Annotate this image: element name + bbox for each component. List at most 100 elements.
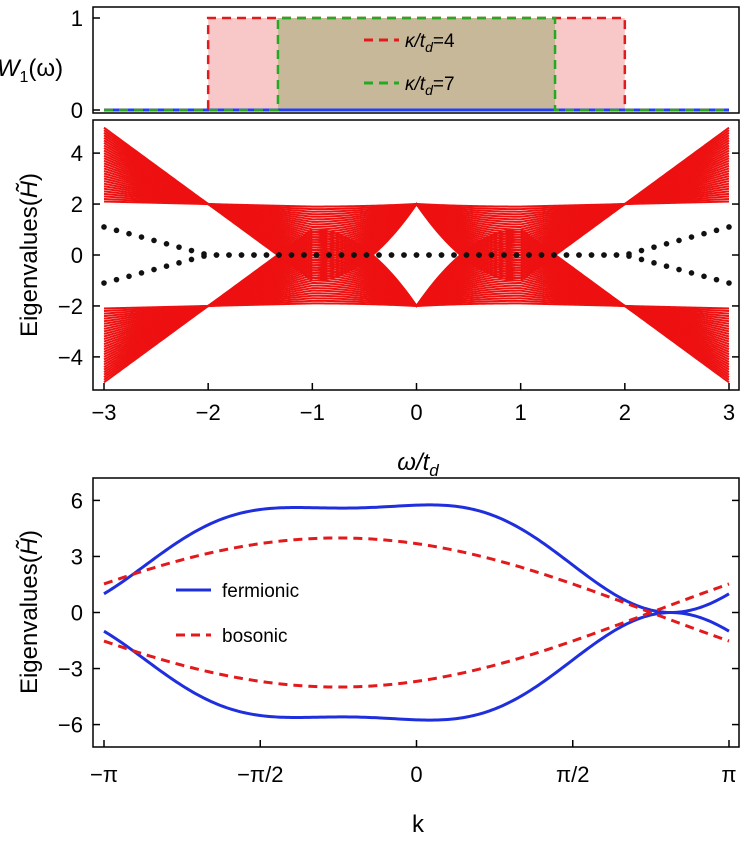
eigen-dot	[726, 224, 732, 230]
eigen-dot	[401, 252, 407, 258]
bot-xtick-label: −π	[90, 762, 118, 787]
legend-label-k4: κ/td=4	[405, 31, 455, 55]
bot-ytick-label: −6	[58, 713, 83, 738]
eigen-dot	[351, 252, 357, 258]
middle-ticks: −4 −2 0 2 4 −3 −2 −1 0 1 2 3	[58, 141, 739, 425]
eigen-dot	[138, 270, 145, 276]
eigen-dot	[638, 247, 645, 254]
bot-xtick-label: π	[721, 762, 736, 787]
eigen-dot	[276, 252, 282, 258]
eigen-dot	[376, 252, 382, 258]
eigen-dot	[551, 252, 557, 258]
top-series-lines	[104, 16, 729, 112]
eigen-dot	[263, 252, 270, 258]
eigen-dot	[488, 252, 495, 258]
bosonic-line-1	[103, 582, 730, 689]
band-line-29-lower	[103, 302, 730, 310]
middle-panel: −4 −2 0 2 4 −3 −2 −1 0 1 2 3 Eigenvalues(H̃) ω/td	[16, 119, 740, 480]
eigen-dot	[301, 252, 307, 258]
bosonic-line-0	[103, 536, 730, 643]
bottom-ticks: −6 −3 0 3 6 −π −π/2 0 π/2 π	[58, 488, 739, 787]
eigen-dot	[726, 280, 732, 286]
middle-ylabel: Eigenvalues(H̃)	[16, 173, 43, 337]
eigen-dot	[688, 234, 695, 240]
bot-ytick-label: 0	[71, 601, 83, 626]
bottom-series-lines	[103, 503, 730, 722]
bottom-xlabel: k	[412, 811, 425, 838]
eigen-dot	[501, 252, 507, 258]
mid-xtick-label: 2	[619, 400, 631, 425]
mid-ytick-label: −4	[58, 345, 83, 370]
top-panel: 01 W1(ω) κ/td=4 κ/td=7	[0, 6, 740, 123]
eigen-dot	[226, 252, 232, 258]
top-ytick-label: 1	[71, 6, 83, 31]
eigen-dot	[626, 253, 632, 259]
eigen-dot	[138, 234, 145, 240]
mid-ytick-label: 2	[71, 192, 83, 217]
eigen-dot	[201, 253, 207, 259]
mid-ytick-label: −2	[58, 294, 83, 319]
eigen-dot	[126, 230, 132, 237]
eigen-dot	[338, 252, 345, 258]
eigen-dot	[388, 252, 395, 258]
bottom-panel: −6 −3 0 3 6 −π −π/2 0 π/2 π Eigenvalues(H̃) k fer…	[16, 477, 740, 838]
eigen-dot	[663, 240, 670, 247]
legend-label-fermionic: fermionic	[222, 581, 299, 602]
mid-xtick-label: 1	[515, 400, 527, 425]
eigen-dot	[451, 252, 457, 258]
eigen-dot	[476, 252, 482, 258]
eigen-dot	[576, 252, 582, 258]
eigen-dot	[151, 237, 157, 244]
eigen-dot	[188, 256, 195, 263]
top-series-line-1	[104, 16, 729, 112]
eigen-dot	[113, 227, 120, 234]
eigen-dot	[713, 227, 720, 234]
eigen-dot	[163, 240, 170, 247]
eigen-dot	[588, 252, 595, 258]
eigen-dot	[701, 230, 707, 237]
band-line-29-upper	[103, 200, 730, 208]
middle-xlabel: ω/td	[397, 449, 439, 480]
top-ytick-label: 0	[71, 98, 83, 123]
legend-label-k7: κ/td=7	[405, 74, 455, 98]
mid-xtick-label: −1	[300, 400, 325, 425]
bot-ytick-label: −3	[58, 657, 83, 682]
eigen-dot	[163, 263, 170, 270]
eigen-dot	[288, 252, 295, 258]
eigen-dot	[676, 237, 682, 244]
eigen-dot	[438, 252, 445, 258]
bot-ytick-label: 6	[71, 488, 83, 513]
eigen-dot	[176, 244, 182, 250]
eigen-dot	[663, 263, 670, 270]
eigen-dot	[613, 252, 620, 258]
mid-xtick-label: −2	[196, 400, 221, 425]
bot-xtick-label: −π/2	[237, 762, 283, 787]
fermionic-line-upper	[103, 503, 730, 614]
mid-ytick-label: 4	[71, 141, 83, 166]
eigen-dot	[701, 273, 707, 280]
eigen-dot	[513, 252, 520, 258]
fermionic-line-lower	[103, 611, 730, 722]
eigen-dot	[113, 276, 120, 283]
top-frame	[92, 6, 740, 114]
eigen-dot	[651, 260, 657, 266]
top-y-ticks: 01	[71, 6, 100, 123]
eigen-dot	[188, 247, 195, 254]
eigen-dot	[151, 266, 157, 273]
eigen-dot	[563, 252, 570, 258]
eigen-dot	[426, 252, 432, 258]
mid-ytick-label: 0	[71, 243, 83, 268]
bottom-frame	[92, 477, 740, 748]
eigenvalue-dots	[101, 224, 732, 286]
eigenvalue-bands	[103, 126, 730, 384]
bot-xtick-label: π/2	[556, 762, 590, 787]
eigen-dot	[238, 252, 245, 258]
bot-xtick-label: 0	[410, 762, 422, 787]
top-ylabel: W1(ω)	[0, 55, 63, 86]
top-fill-1	[277, 18, 556, 110]
eigen-dot	[363, 252, 370, 258]
eigen-dot	[538, 252, 545, 258]
eigen-dot	[101, 280, 107, 286]
mid-xtick-label: 3	[723, 400, 735, 425]
